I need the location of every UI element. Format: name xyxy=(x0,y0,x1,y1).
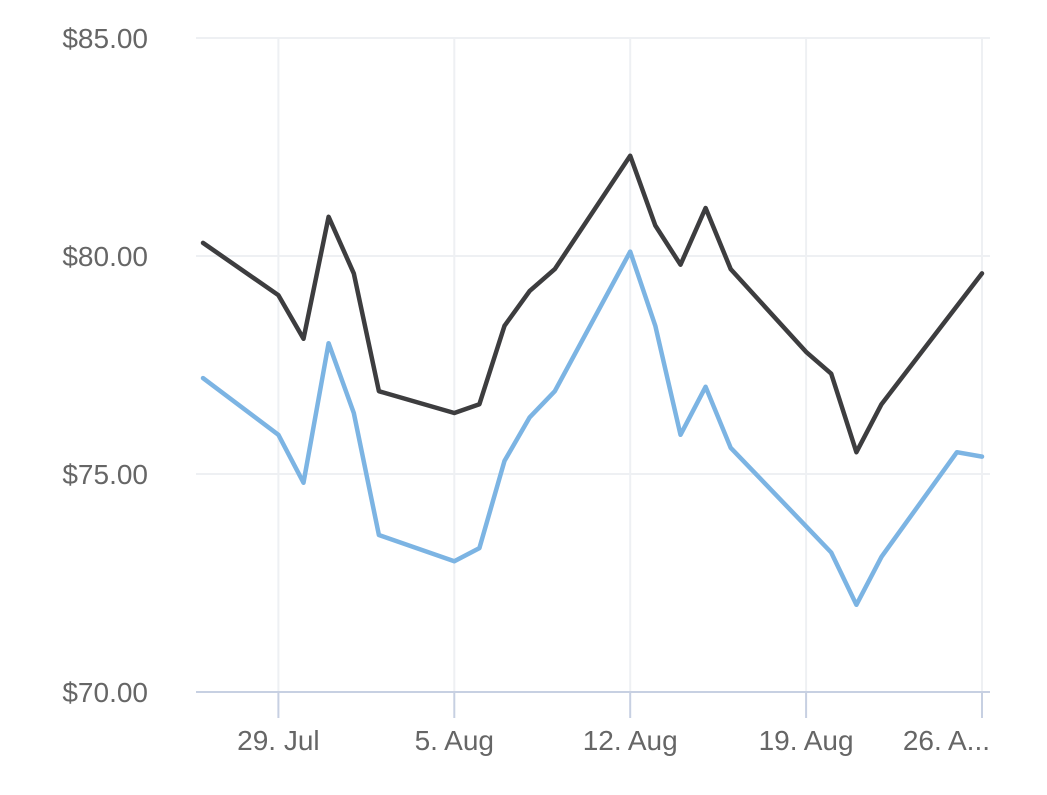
x-axis xyxy=(196,691,990,718)
y-tick-label: $80.00 xyxy=(62,241,148,272)
x-tick-label: 5. Aug xyxy=(415,725,494,756)
series-group xyxy=(200,153,985,608)
y-tick-label: $85.00 xyxy=(62,23,148,54)
y-axis-labels: $70.00 $75.00 $80.00 $85.00 xyxy=(62,23,148,708)
grid xyxy=(196,37,990,475)
series-line-2 xyxy=(200,249,985,608)
x-tick-label: 26. A... xyxy=(903,725,990,756)
x-tick-label: 29. Jul xyxy=(237,725,320,756)
x-grid xyxy=(277,38,983,692)
x-tick-label: 19. Aug xyxy=(759,725,854,756)
y-tick-label: $75.00 xyxy=(62,459,148,490)
y-tick-label: $70.00 xyxy=(62,677,148,708)
x-tick-label: 12. Aug xyxy=(583,725,678,756)
x-axis-labels: 29. Jul 5. Aug 12. Aug 19. Aug 26. A... xyxy=(237,725,990,756)
series-line-1 xyxy=(200,153,985,455)
